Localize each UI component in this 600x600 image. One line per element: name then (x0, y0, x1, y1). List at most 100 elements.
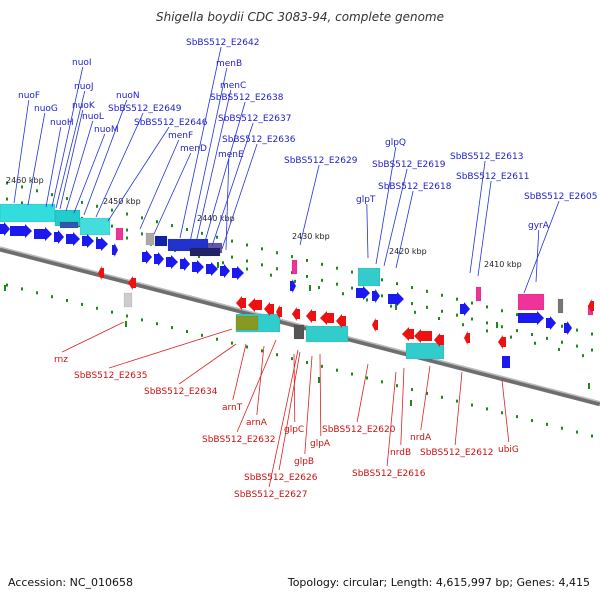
forward-gene-label: SbBS512_E2611 (456, 172, 529, 182)
track-tick (501, 411, 503, 415)
forward-gene-arrow (564, 321, 572, 335)
forward-leader-line (153, 152, 192, 235)
forward-leader-line (535, 229, 540, 283)
track-tick (336, 368, 338, 372)
track-tick (291, 255, 293, 259)
forward-leader-line (477, 180, 492, 277)
reverse-leader-line (454, 371, 463, 446)
forward-gene-arrow (82, 234, 94, 248)
reverse-gene-label: nrdB (390, 448, 411, 458)
reverse-leader-line (108, 328, 233, 369)
track-tick (21, 185, 23, 189)
track-tick (216, 235, 218, 239)
reverse-leader-line (232, 343, 247, 401)
reverse-gene-label: SbBS512_E2620 (322, 425, 396, 435)
reverse-gene-label: SbBS512_E2612 (420, 448, 493, 458)
reverse-leader-line (356, 363, 369, 423)
track-tick (561, 324, 563, 328)
feature-box-cyan (0, 203, 56, 223)
forward-gene-label: SbBS512_E2642 (186, 38, 259, 48)
reverse-gene-arrow (372, 318, 378, 332)
forward-leader-line (225, 158, 230, 251)
track-tick (426, 289, 428, 293)
feature-box-grey (293, 324, 305, 340)
track-tick (186, 329, 188, 333)
reverse-gene-arrow (236, 296, 246, 310)
track-tick (546, 336, 548, 340)
track-tick (471, 403, 473, 407)
track-tick (471, 301, 473, 305)
forward-leader-line (195, 89, 232, 244)
reverse-gene-label: ubiG (498, 445, 519, 455)
forward-gene-label: SbBS512_E2605 (524, 192, 597, 202)
accession-text: Accession: NC_010658 (8, 576, 134, 589)
forward-leader-line (383, 168, 408, 267)
reverse-gene-label: SbBS512_E2635 (74, 371, 147, 381)
track-tick (231, 239, 233, 243)
reverse-gene-arrow (434, 333, 444, 347)
forward-leader-line (299, 164, 320, 246)
track-tick (381, 380, 383, 384)
track-tick (558, 347, 560, 351)
track-major-tick (217, 262, 219, 268)
forward-gene-label: SbBS512_E2618 (378, 182, 452, 192)
feature-box-cyan (79, 217, 111, 236)
reverse-gene-label: glpB (294, 457, 314, 467)
forward-leader-line (203, 101, 246, 246)
track-tick (414, 310, 416, 314)
track-tick (441, 293, 443, 297)
track-tick (591, 434, 593, 438)
forward-gene-arrow (206, 262, 218, 276)
track-tick (198, 255, 200, 259)
feature-box-navy (189, 247, 221, 257)
track-tick (426, 391, 428, 395)
forward-gene-label: SbBS512_E2638 (210, 93, 284, 103)
track-tick (36, 291, 38, 295)
kbp-label: 2410 kbp (484, 260, 522, 269)
feature-box-magenta (517, 293, 545, 311)
track-tick (576, 328, 578, 332)
forward-gene-arrow (96, 237, 108, 251)
track-tick (486, 321, 488, 325)
forward-gene-label: SbBS512_E2636 (222, 135, 296, 145)
forward-leader-line (13, 99, 30, 204)
track-tick (486, 407, 488, 411)
track-major-tick (309, 285, 311, 291)
reverse-leader-line (293, 353, 296, 423)
kbp-label: 2450 kbp (103, 197, 141, 206)
track-tick (351, 372, 353, 376)
track-tick (381, 294, 383, 298)
forward-leader-line (107, 126, 170, 222)
forward-gene-label: nuoL (82, 112, 104, 122)
kbp-label: 2430 kbp (292, 232, 330, 241)
reverse-leader-line (400, 367, 405, 446)
forward-gene-block (502, 356, 510, 368)
track-tick (6, 181, 8, 185)
track-tick (546, 422, 548, 426)
forward-gene-label: SbBS512_E2637 (218, 114, 291, 124)
track-tick (336, 266, 338, 270)
feature-box-grey (145, 232, 155, 246)
forward-leader-line (221, 143, 258, 250)
reverse-gene-arrow (336, 314, 346, 328)
reverse-leader-line (236, 339, 277, 433)
track-tick (390, 304, 392, 308)
track-tick (216, 337, 218, 341)
track-major-tick (318, 377, 320, 383)
forward-gene-arrow (356, 286, 370, 300)
forward-gene-label: nuoJ (74, 82, 94, 92)
forward-gene-arrow (388, 292, 404, 306)
forward-leader-line (523, 200, 560, 294)
track-tick (51, 193, 53, 197)
reverse-gene-arrow (588, 299, 594, 313)
topology-summary: Topology: circular; Length: 4,615,997 bp… (287, 576, 590, 589)
forward-gene-arrow (546, 316, 556, 330)
reverse-gene-arrow (306, 309, 316, 323)
track-tick (342, 292, 344, 296)
forward-gene-arrow (460, 302, 470, 316)
track-tick (201, 231, 203, 235)
track-tick (426, 305, 428, 309)
forward-leader-line (83, 99, 128, 216)
forward-leader-line (189, 67, 228, 243)
